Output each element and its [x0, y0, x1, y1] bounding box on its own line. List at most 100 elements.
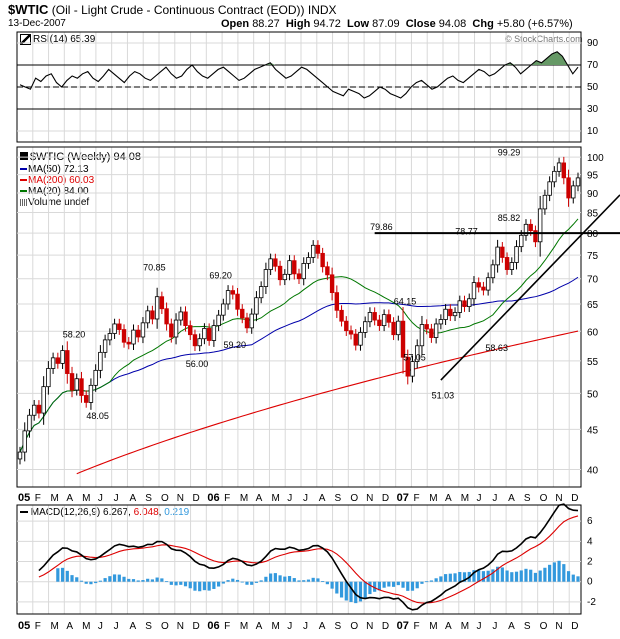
candle-body [410, 361, 415, 377]
candle-body [235, 293, 240, 310]
ma20-swatch [20, 190, 27, 193]
x-tick-label: J [303, 621, 308, 632]
price-panel: 100 95 90 85 80 75 70 65 60 55 50 45 40 99.29 85.82 79.… [16, 146, 620, 488]
ma200-line [76, 330, 579, 475]
macd-swatch [20, 511, 28, 514]
candle-body [93, 369, 98, 386]
candle-body [495, 246, 500, 266]
x-tick-label: 06 [207, 620, 219, 632]
candle-body [192, 334, 198, 347]
x-tick-label: M [429, 493, 437, 504]
macd-hist-bar [65, 570, 69, 582]
x-tick-label: N [366, 493, 373, 504]
candle-body [490, 264, 496, 279]
macd-hist-bar [477, 570, 481, 582]
x-tick-label: A [319, 621, 326, 632]
macd-hist-bar [146, 578, 150, 582]
price-tick-label: 45 [587, 425, 599, 436]
macd-hist-bar [273, 573, 277, 582]
x-tick-label: M [461, 493, 469, 504]
candle-body [405, 356, 410, 377]
x-tick-label: 06 [207, 492, 219, 504]
candle-body [561, 162, 567, 179]
price-annotation: 59.20 [224, 340, 247, 350]
candle-body [107, 333, 113, 341]
candle-body [509, 262, 514, 270]
macd-hist-bar [235, 579, 240, 582]
macd-hist-bar [188, 581, 192, 589]
candle-body [533, 230, 538, 243]
candle-body [329, 274, 335, 294]
price-annotation: 85.82 [498, 213, 521, 223]
macd-hist-bar [377, 581, 381, 591]
macd-hist-bar [458, 571, 462, 582]
x-tick-label: M [240, 493, 248, 504]
macd-hist-bar [108, 576, 112, 582]
candle-body [537, 208, 543, 243]
macd-hist-bar [278, 575, 282, 582]
x-tick-label: F [35, 621, 41, 632]
macd-tick-label: 4 [587, 536, 593, 547]
x-tick-label: 07 [397, 620, 409, 632]
macd-hist-bar [141, 580, 145, 582]
ma20-line [19, 218, 579, 453]
price-tick-label: 85 [587, 208, 599, 219]
macd-hist-bar [562, 564, 566, 582]
macd-hist-bar [382, 581, 386, 588]
macd-hist-bar [306, 579, 311, 582]
x-tick-label: M [240, 621, 248, 632]
macd-hist-bar [316, 578, 320, 582]
macd-hist-bar [335, 581, 339, 594]
x-tick-label: F [224, 621, 230, 632]
macd-hist-bar [354, 581, 358, 604]
x-tick-label: S [335, 621, 342, 632]
candle-body [60, 350, 65, 364]
x-tick-label: J [114, 493, 119, 504]
candle-body [381, 314, 387, 327]
macd-tick-label: 2 [587, 557, 593, 568]
price-annotation: 51.03 [432, 390, 455, 400]
rsi-tick-label: 70 [587, 60, 599, 71]
x-tick-label: J [98, 493, 103, 504]
x-tick-label: N [555, 621, 562, 632]
x-tick-label: J [303, 493, 308, 504]
macd-hist-bar [150, 579, 155, 582]
macd-hist-bar [112, 574, 117, 582]
macd-hist-bar [481, 571, 486, 582]
candle-body [136, 329, 141, 338]
macd-hist-bar [472, 570, 476, 582]
macd-hist-bar [434, 578, 438, 582]
price-tick-label: 55 [587, 357, 599, 368]
x-tick-label: A [319, 493, 326, 504]
price-annotation: 69.20 [209, 271, 232, 281]
candle-body [396, 320, 401, 336]
x-tick-label: F [224, 493, 230, 504]
macd-tick-label: -2 [587, 597, 596, 608]
macd-hist-bar [217, 581, 221, 587]
candle-body [268, 258, 273, 270]
candle-body [88, 384, 94, 403]
legend-ma20: MA(20) 84.00 [20, 186, 141, 197]
price-annotation: 56.00 [186, 359, 209, 369]
chart-date: 13-Dec-2007 [8, 18, 66, 29]
macd-hist-bar [193, 581, 197, 591]
price-tick-label: 95 [587, 171, 599, 182]
candle-body [254, 297, 259, 315]
x-tick-label: D [571, 621, 578, 632]
x-tick-label: N [555, 493, 562, 504]
x-tick-label: A [66, 493, 73, 504]
price-annotation: 70.85 [143, 263, 166, 273]
macd-hist-bar [510, 572, 514, 582]
x-tick-label: J [287, 493, 292, 504]
x-tick-label: N [366, 621, 373, 632]
macd-hist-bar [183, 581, 188, 587]
macd-hist-bar [302, 580, 306, 582]
macd-hist-bar [410, 581, 415, 591]
candle-body [249, 313, 254, 329]
candle-body [452, 312, 458, 317]
price-annotation: 64.15 [394, 296, 417, 306]
candle-body [211, 325, 217, 341]
x-tick-label: 07 [397, 492, 409, 504]
macd-hist-bar [571, 574, 575, 582]
candle-body [22, 430, 27, 453]
